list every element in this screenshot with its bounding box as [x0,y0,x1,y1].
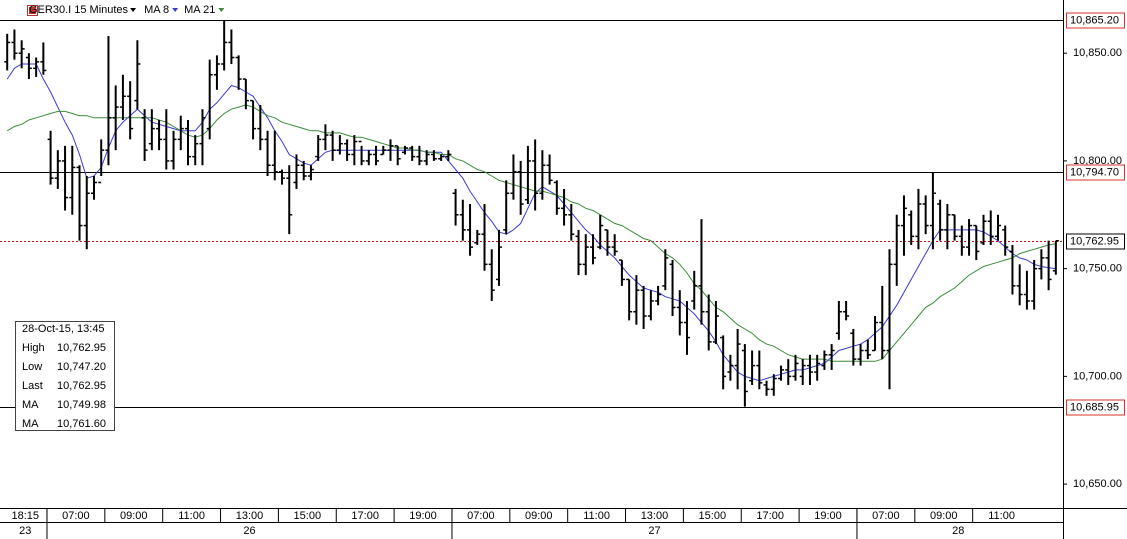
x-tick-label: 17:00 [351,510,379,522]
level-box [1066,399,1125,416]
indicator-name[interactable]: MA 8 [144,4,169,16]
x-tick-label: 15:00 [294,510,322,522]
info-label: MA [22,418,39,430]
moving-average-line [6,104,1056,362]
info-value: 10,762.95 [57,342,106,354]
level-box [1066,164,1125,181]
day-label: 27 [648,525,660,537]
dropdown-arrow[interactable] [172,8,179,12]
indicator-name[interactable]: MA 21 [184,4,215,16]
x-tick-label: 09:00 [930,510,958,522]
info-value: 10,749.98 [57,399,106,411]
header-title[interactable]: GER30.I 15 Minutes [29,4,129,16]
instrument-icon-frame [28,6,37,15]
level-label: 10,685.95 [1070,401,1119,413]
level-box [1066,12,1125,29]
x-tick-label: 11:00 [178,510,205,522]
header: GER30.I 15 Minutes MA 8 MA 21 [27,4,225,16]
y-tick-label: 10,800.00 [1073,155,1122,167]
x-tick-label: 19:00 [814,510,842,522]
x-tick-label: 07:00 [62,510,90,522]
last-price-box [1066,233,1125,250]
last-price-label: 10,762.95 [1070,235,1119,247]
plot-layer: 10,650.00 10,700.00 10,750.00 10,800.00 10,8… [0,12,1125,539]
info-box: 28-Oct-15, 13:45 High 10,762.95 Low 10,747.… [15,321,115,431]
x-tick-label: 09:00 [525,510,553,522]
info-label: Low [22,361,42,373]
instrument-icon [27,5,38,16]
y-tick-label: 10,850.00 [1073,47,1122,59]
moving-average-line [6,63,1056,382]
x-tick-label: 11:00 [988,510,1015,522]
level-label: 10,865.20 [1070,14,1119,26]
info-value: 10,761.60 [57,418,106,430]
x-tick-label: 11:00 [583,510,610,522]
x-tick-label: 19:00 [409,510,437,522]
level-label: 10,794.70 [1070,166,1119,178]
x-tick-label: 18:15 [12,510,40,522]
dropdown-arrow[interactable] [130,8,137,12]
info-label: MA [22,399,39,411]
info-value: 10,762.95 [57,380,106,392]
day-label: 26 [243,525,255,537]
x-tick-label: 07:00 [872,510,900,522]
x-tick-label: 17:00 [756,510,784,522]
y-tick-label: 10,700.00 [1073,370,1122,382]
info-value: 10,747.20 [57,361,106,373]
info-rows: High 10,762.95 Low 10,747.20 Last 10,762.95 MA… [22,342,106,430]
info-title: 28-Oct-15, 13:45 [22,323,105,335]
x-tick-label: 15:00 [699,510,727,522]
x-tick-label: 09:00 [120,510,148,522]
info-label: Last [22,380,43,392]
y-tick-label: 10,750.00 [1073,263,1122,275]
info-label: High [22,342,45,354]
y-tick-label: 10,650.00 [1073,478,1122,490]
x-tick-label: 13:00 [641,510,669,522]
day-label: 23 [19,525,31,537]
x-tick-label: 07:00 [467,510,495,522]
x-tick-label: 13:00 [236,510,264,522]
info-box-frame [15,321,115,431]
dropdown-arrow[interactable] [218,8,225,12]
day-label: 28 [952,525,964,537]
